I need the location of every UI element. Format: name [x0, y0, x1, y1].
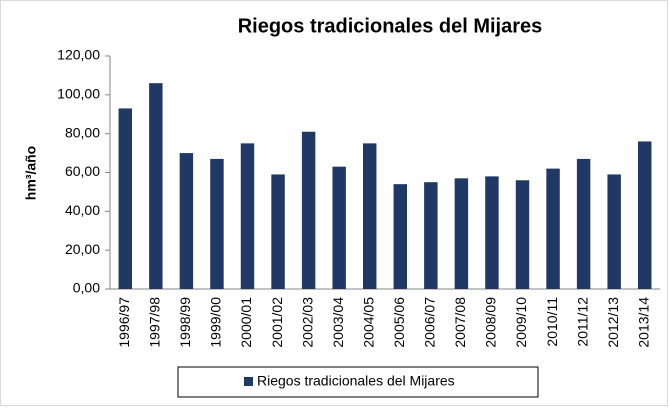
chart-title: Riegos tradicionales del Mijares	[238, 15, 543, 37]
bar	[210, 158, 224, 289]
y-tick-label: 20,00	[65, 241, 100, 257]
x-tick-label: 2002/03	[299, 297, 315, 348]
y-tick-label: 100,00	[57, 86, 100, 102]
bar	[515, 180, 530, 289]
x-tick-label: 2008/09	[483, 297, 499, 348]
x-tick-label: 2013/14	[635, 297, 651, 348]
bar	[363, 143, 377, 289]
legend-box	[177, 366, 539, 398]
bar	[454, 178, 469, 289]
bar	[546, 168, 560, 289]
bar	[576, 158, 591, 289]
x-tick-label: 1998/99	[177, 297, 193, 348]
bar	[485, 176, 499, 289]
bar	[393, 184, 407, 289]
bar	[332, 166, 346, 289]
bar	[607, 174, 621, 289]
bar	[149, 83, 163, 289]
x-tick-label: 2000/01	[238, 297, 254, 348]
bar	[179, 153, 194, 289]
x-tick-label: 2009/10	[513, 297, 529, 348]
y-tick-label: 120,00	[57, 47, 100, 63]
bar	[271, 174, 285, 289]
y-axis-label: hm³/año	[23, 146, 39, 200]
bar	[424, 182, 438, 289]
x-tick-label: 2011/12	[574, 297, 590, 347]
x-tick-label: 2012/13	[605, 297, 621, 348]
x-tick-label: 2001/02	[269, 297, 285, 348]
x-tick-label: 2004/05	[360, 297, 376, 348]
y-tick-label: 0,00	[73, 280, 100, 296]
legend-swatch	[244, 377, 253, 386]
x-tick-label: 2007/08	[452, 297, 468, 348]
x-tick-label: 1999/00	[208, 297, 224, 348]
bar	[301, 131, 316, 289]
x-tick-label: 2003/04	[330, 297, 346, 348]
y-tick-label: 40,00	[65, 202, 100, 218]
y-tick-label: 80,00	[65, 124, 100, 140]
bar	[240, 143, 255, 289]
y-tick-label: 60,00	[65, 163, 100, 179]
x-tick-label: 2010/11	[544, 297, 560, 347]
x-tick-label: 2005/06	[391, 297, 407, 348]
x-tick-label: 2006/07	[422, 297, 438, 348]
legend-label: Riegos tradicionales del Mijares	[257, 373, 455, 389]
x-tick-label: 1996/97	[116, 297, 132, 348]
bar	[638, 141, 652, 289]
bar	[118, 108, 132, 289]
x-tick-label: 1997/98	[147, 297, 163, 348]
